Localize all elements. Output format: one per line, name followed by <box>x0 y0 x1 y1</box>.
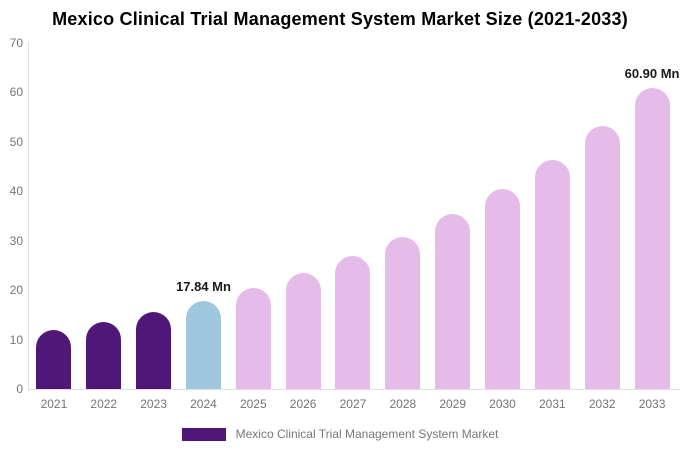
bar-column: 60.90 Mn <box>624 43 680 389</box>
bar-column <box>228 43 278 389</box>
x-axis-line <box>28 389 680 390</box>
x-tick-label: 2032 <box>588 397 616 411</box>
bar-2030[interactable] <box>485 188 521 389</box>
y-tick-label: 30 <box>9 233 23 248</box>
x-tick-label: 2031 <box>539 397 566 411</box>
chart-title: Mexico Clinical Trial Management System … <box>52 9 628 29</box>
bar-column <box>278 43 328 389</box>
y-tick-label: 60 <box>9 85 23 100</box>
bar-column <box>577 43 627 389</box>
x-tick-label: 2027 <box>339 397 367 411</box>
bar-column <box>29 43 79 389</box>
x-tick-label: 2028 <box>389 397 417 411</box>
x-tick-label: 2030 <box>489 397 516 411</box>
x-tick-label: 2023 <box>140 397 167 411</box>
bar-value-label: 17.84 Mn <box>175 278 231 294</box>
x-tick-label: 2022 <box>90 397 118 411</box>
y-tick-label: 70 <box>9 36 23 50</box>
bar-column <box>478 43 528 389</box>
bar-2024[interactable] <box>185 300 221 389</box>
x-tick-label: 2021 <box>40 397 68 411</box>
x-tick-label: 2025 <box>239 397 267 411</box>
y-axis: 0 10 20 30 40 50 60 70 <box>0 37 23 395</box>
bar-2033[interactable] <box>634 87 670 389</box>
x-tick-label: 2024 <box>190 397 217 411</box>
bar-2028[interactable] <box>385 236 421 389</box>
bar-2023[interactable] <box>136 312 172 389</box>
y-tick-label: 20 <box>9 283 23 298</box>
bar-column <box>328 43 378 389</box>
legend-label: Mexico Clinical Trial Management System … <box>235 427 499 441</box>
bar-2025[interactable] <box>235 287 271 389</box>
bar-2027[interactable] <box>335 256 371 389</box>
bar-2029[interactable] <box>435 214 471 389</box>
bar-2022[interactable] <box>86 321 122 389</box>
y-tick-label: 50 <box>9 134 23 149</box>
bar-value-label: 60.90 Mn <box>624 65 680 81</box>
x-tick-label: 2029 <box>439 397 467 411</box>
bar-column <box>378 43 428 389</box>
bar-column <box>428 43 478 389</box>
legend-swatch[interactable] <box>181 427 226 441</box>
bar-2026[interactable] <box>285 273 321 389</box>
y-tick-label: 40 <box>9 184 23 199</box>
y-axis-line <box>28 42 29 390</box>
x-axis-labels: 2021 2022 2023 2024 2025 2026 2027 2028 2029 2030… <box>29 397 677 411</box>
legend[interactable]: Mexico Clinical Trial Management System … <box>0 427 680 441</box>
bar-column <box>79 43 129 389</box>
bar-2032[interactable] <box>584 126 620 389</box>
y-tick-label: 10 <box>9 332 23 347</box>
bar-column <box>129 43 179 389</box>
bar-column <box>527 43 577 389</box>
bars-container: 17.84 Mn 60.90 Mn <box>29 43 680 389</box>
bar-2021[interactable] <box>36 330 72 389</box>
bar-column: 17.84 Mn <box>175 43 231 389</box>
y-tick-label: 0 <box>16 382 23 396</box>
bar-2031[interactable] <box>534 159 570 389</box>
x-tick-label: 2026 <box>289 397 317 411</box>
x-tick-label: 2033 <box>638 397 666 411</box>
